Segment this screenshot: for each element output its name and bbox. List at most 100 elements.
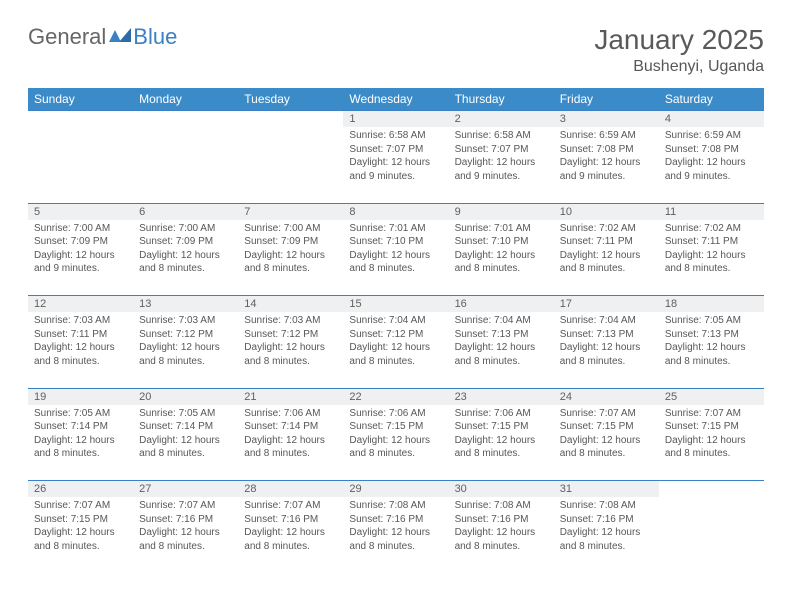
- day-empty: [133, 127, 238, 203]
- day-number: 8: [343, 203, 448, 220]
- sunrise-line: Sunrise: 7:07 AM: [560, 407, 653, 421]
- day-number-row: 12131415161718: [28, 296, 764, 313]
- daylight-line: Daylight: 12 hours and 8 minutes.: [34, 526, 127, 553]
- day-number: 23: [449, 388, 554, 405]
- day-number: 1: [343, 111, 448, 128]
- daylight-line: Daylight: 12 hours and 8 minutes.: [139, 434, 232, 461]
- day-number-row: 567891011: [28, 203, 764, 220]
- sunrise-line: Sunrise: 7:05 AM: [665, 314, 758, 328]
- daylight-line: Daylight: 12 hours and 8 minutes.: [244, 341, 337, 368]
- day-number: 17: [554, 296, 659, 313]
- sunset-line: Sunset: 7:14 PM: [244, 420, 337, 434]
- sunset-line: Sunset: 7:07 PM: [349, 143, 442, 157]
- sunrise-line: Sunrise: 7:03 AM: [139, 314, 232, 328]
- sunset-line: Sunset: 7:15 PM: [34, 513, 127, 527]
- sunrise-line: Sunrise: 6:58 AM: [349, 129, 442, 143]
- sunset-line: Sunset: 7:09 PM: [244, 235, 337, 249]
- day-cell: Sunrise: 7:04 AMSunset: 7:13 PMDaylight:…: [449, 312, 554, 388]
- day-cell: Sunrise: 7:03 AMSunset: 7:11 PMDaylight:…: [28, 312, 133, 388]
- sunrise-line: Sunrise: 7:08 AM: [560, 499, 653, 513]
- sunset-line: Sunset: 7:10 PM: [455, 235, 548, 249]
- day-number: 10: [554, 203, 659, 220]
- day-number: 9: [449, 203, 554, 220]
- sunrise-line: Sunrise: 7:07 AM: [34, 499, 127, 513]
- day-number: 13: [133, 296, 238, 313]
- day-number: 2: [449, 111, 554, 128]
- daylight-line: Daylight: 12 hours and 8 minutes.: [455, 526, 548, 553]
- sunrise-line: Sunrise: 7:00 AM: [139, 222, 232, 236]
- day-number: 27: [133, 481, 238, 498]
- day-number: 25: [659, 388, 764, 405]
- sunset-line: Sunset: 7:16 PM: [244, 513, 337, 527]
- day-number: 24: [554, 388, 659, 405]
- daylight-line: Daylight: 12 hours and 8 minutes.: [665, 434, 758, 461]
- day-number: 15: [343, 296, 448, 313]
- day-number: 12: [28, 296, 133, 313]
- sunrise-line: Sunrise: 7:06 AM: [244, 407, 337, 421]
- day-cell: Sunrise: 7:03 AMSunset: 7:12 PMDaylight:…: [238, 312, 343, 388]
- daylight-line: Daylight: 12 hours and 8 minutes.: [665, 341, 758, 368]
- day-number-row: 262728293031: [28, 481, 764, 498]
- logo: General Blue: [28, 24, 177, 50]
- day-cell: Sunrise: 7:01 AMSunset: 7:10 PMDaylight:…: [343, 220, 448, 296]
- daylight-line: Daylight: 12 hours and 8 minutes.: [455, 341, 548, 368]
- calendar-body: 1234Sunrise: 6:58 AMSunset: 7:07 PMDayli…: [28, 111, 764, 574]
- sunrise-line: Sunrise: 6:58 AM: [455, 129, 548, 143]
- weekday-wednesday: Wednesday: [343, 88, 448, 111]
- sunrise-line: Sunrise: 7:01 AM: [349, 222, 442, 236]
- daylight-line: Daylight: 12 hours and 8 minutes.: [455, 434, 548, 461]
- day-number: 3: [554, 111, 659, 128]
- day-content-row: Sunrise: 6:58 AMSunset: 7:07 PMDaylight:…: [28, 127, 764, 203]
- weekday-thursday: Thursday: [449, 88, 554, 111]
- day-empty: [28, 127, 133, 203]
- location-label: Bushenyi, Uganda: [594, 58, 764, 76]
- weekday-tuesday: Tuesday: [238, 88, 343, 111]
- day-number: 20: [133, 388, 238, 405]
- day-cell: Sunrise: 7:07 AMSunset: 7:16 PMDaylight:…: [238, 497, 343, 573]
- day-cell: Sunrise: 7:04 AMSunset: 7:13 PMDaylight:…: [554, 312, 659, 388]
- sunset-line: Sunset: 7:16 PM: [560, 513, 653, 527]
- sunset-line: Sunset: 7:14 PM: [139, 420, 232, 434]
- weekday-saturday: Saturday: [659, 88, 764, 111]
- day-content-row: Sunrise: 7:05 AMSunset: 7:14 PMDaylight:…: [28, 405, 764, 481]
- day-cell: Sunrise: 7:01 AMSunset: 7:10 PMDaylight:…: [449, 220, 554, 296]
- day-cell: Sunrise: 7:08 AMSunset: 7:16 PMDaylight:…: [554, 497, 659, 573]
- sunset-line: Sunset: 7:11 PM: [560, 235, 653, 249]
- day-cell: Sunrise: 7:02 AMSunset: 7:11 PMDaylight:…: [659, 220, 764, 296]
- sunrise-line: Sunrise: 7:06 AM: [349, 407, 442, 421]
- sunset-line: Sunset: 7:15 PM: [560, 420, 653, 434]
- sunset-line: Sunset: 7:13 PM: [665, 328, 758, 342]
- day-cell: Sunrise: 7:08 AMSunset: 7:16 PMDaylight:…: [343, 497, 448, 573]
- sunrise-line: Sunrise: 7:01 AM: [455, 222, 548, 236]
- sunset-line: Sunset: 7:07 PM: [455, 143, 548, 157]
- day-number: 7: [238, 203, 343, 220]
- day-cell: Sunrise: 7:00 AMSunset: 7:09 PMDaylight:…: [133, 220, 238, 296]
- sunset-line: Sunset: 7:09 PM: [34, 235, 127, 249]
- day-cell: Sunrise: 7:06 AMSunset: 7:14 PMDaylight:…: [238, 405, 343, 481]
- day-cell: Sunrise: 7:07 AMSunset: 7:15 PMDaylight:…: [28, 497, 133, 573]
- sunrise-line: Sunrise: 6:59 AM: [560, 129, 653, 143]
- day-empty: [659, 481, 764, 498]
- daylight-line: Daylight: 12 hours and 8 minutes.: [560, 526, 653, 553]
- calendar-head: SundayMondayTuesdayWednesdayThursdayFrid…: [28, 88, 764, 111]
- daylight-line: Daylight: 12 hours and 8 minutes.: [349, 341, 442, 368]
- day-number: 26: [28, 481, 133, 498]
- sunrise-line: Sunrise: 7:03 AM: [34, 314, 127, 328]
- logo-mark-icon: [109, 26, 131, 42]
- day-number: 18: [659, 296, 764, 313]
- day-cell: Sunrise: 7:02 AMSunset: 7:11 PMDaylight:…: [554, 220, 659, 296]
- day-cell: Sunrise: 7:07 AMSunset: 7:16 PMDaylight:…: [133, 497, 238, 573]
- daylight-line: Daylight: 12 hours and 8 minutes.: [665, 249, 758, 276]
- sunset-line: Sunset: 7:09 PM: [139, 235, 232, 249]
- sunset-line: Sunset: 7:13 PM: [560, 328, 653, 342]
- day-cell: Sunrise: 6:59 AMSunset: 7:08 PMDaylight:…: [659, 127, 764, 203]
- day-cell: Sunrise: 7:07 AMSunset: 7:15 PMDaylight:…: [659, 405, 764, 481]
- daylight-line: Daylight: 12 hours and 8 minutes.: [139, 526, 232, 553]
- sunset-line: Sunset: 7:11 PM: [34, 328, 127, 342]
- day-cell: Sunrise: 7:05 AMSunset: 7:14 PMDaylight:…: [28, 405, 133, 481]
- sunset-line: Sunset: 7:12 PM: [349, 328, 442, 342]
- sunrise-line: Sunrise: 7:02 AM: [560, 222, 653, 236]
- sunrise-line: Sunrise: 7:05 AM: [139, 407, 232, 421]
- day-number: 21: [238, 388, 343, 405]
- weekday-friday: Friday: [554, 88, 659, 111]
